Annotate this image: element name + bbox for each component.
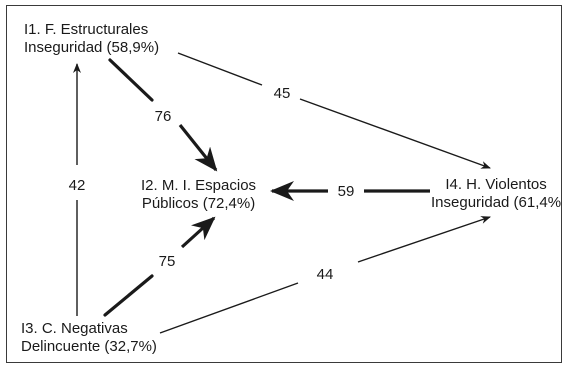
- node-i2-value: Públicos (72,4%): [141, 195, 256, 212]
- edge-label-75: 75: [159, 253, 176, 270]
- node-i1-value: Inseguridad (58,9%): [24, 39, 160, 56]
- node-i2: I2. M. I. Espacios Públicos (72,4%): [141, 177, 256, 213]
- edge-label-42: 42: [69, 177, 86, 194]
- edge-label-76: 76: [155, 108, 172, 125]
- edge-i4-to-i2: 59: [270, 181, 430, 201]
- edge-label-44: 44: [317, 266, 334, 283]
- edge-label-45: 45: [274, 85, 291, 102]
- node-i1-name: I1. F. Estructurales: [24, 21, 149, 38]
- edge-i3-to-i1: 42: [69, 63, 86, 316]
- edge-i1-to-i4: 45: [177, 52, 491, 169]
- node-i2-name: I2. M. I. Espacios: [141, 177, 257, 194]
- edge-i1-to-i2: 76: [108, 58, 218, 172]
- node-i4-value: Inseguridad (61,4%: [431, 194, 562, 211]
- edge-i3-to-i4: 44: [159, 216, 491, 334]
- node-i4-name: I4. H. Violentos: [445, 176, 547, 193]
- node-i4: I4. H. Violentos Inseguridad (61,4%: [431, 176, 561, 212]
- node-i1: I1. F. Estructurales Inseguridad (58,9%): [24, 21, 159, 57]
- edge-label-59: 59: [338, 183, 355, 200]
- node-i3: I3. C. Negativas Delincuente (32,7%): [21, 320, 157, 356]
- node-i3-value: Delincuente (32,7%): [21, 338, 157, 355]
- node-i3-name: I3. C. Negativas: [21, 320, 128, 337]
- edge-i3-to-i2: 75: [103, 216, 216, 317]
